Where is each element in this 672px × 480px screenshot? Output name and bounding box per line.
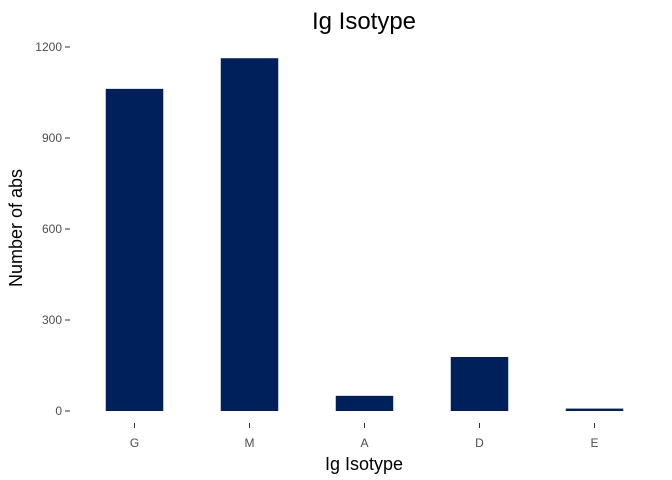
x-tick-label: E: [590, 436, 598, 450]
bar-E: [565, 408, 624, 411]
y-tick-label: 900: [42, 131, 62, 145]
chart-title: Ig Isotype: [312, 8, 416, 35]
y-tick-label: 300: [42, 313, 62, 327]
y-axis: 0 300 600 900 1200: [35, 40, 70, 418]
x-axis-title: Ig Isotype: [325, 454, 403, 474]
bar-D: [450, 357, 509, 411]
y-tick-label: 0: [55, 404, 62, 418]
bar-G: [105, 88, 164, 412]
y-tick-label: 1200: [35, 40, 62, 54]
y-tick-label: 600: [42, 222, 62, 236]
bar-A: [335, 395, 394, 411]
x-tick-label: D: [475, 436, 484, 450]
x-tick-label: A: [360, 436, 368, 450]
y-axis-title: Number of abs: [6, 169, 26, 287]
bar-M: [220, 58, 279, 412]
x-tick-label: G: [130, 436, 139, 450]
x-tick-label: M: [245, 436, 255, 450]
bars: [105, 58, 624, 412]
